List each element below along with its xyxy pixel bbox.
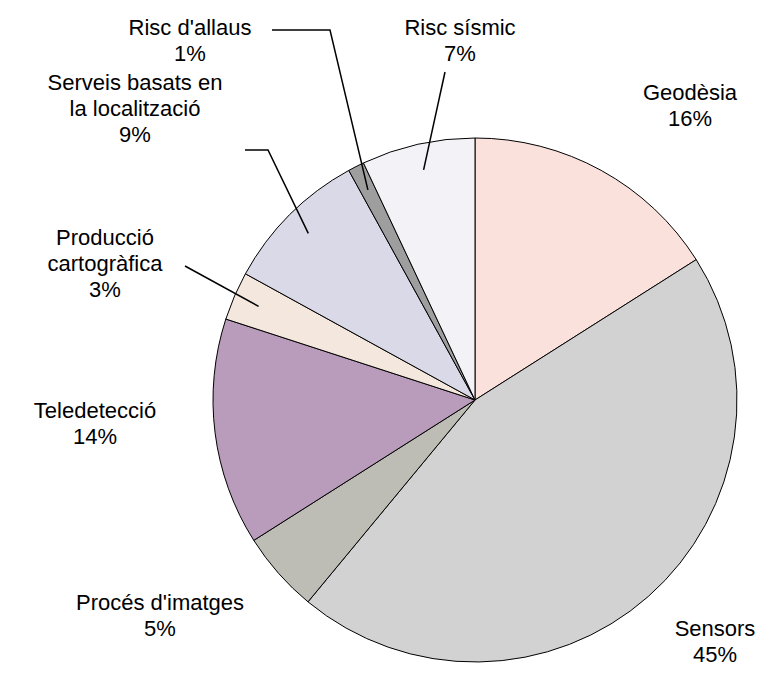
category-label: Geodèsia: [643, 80, 738, 105]
value-label: 14%: [73, 424, 117, 449]
value-label: 9%: [119, 122, 151, 147]
leader-line: [272, 30, 368, 190]
value-label: 5%: [144, 616, 176, 641]
category-label: Serveis basats enla localització: [48, 70, 223, 121]
category-label: Teledetecció: [34, 398, 156, 423]
category-label: Producciócartogràfica: [48, 225, 164, 276]
slices: [213, 138, 737, 662]
category-label: Sensors: [675, 616, 756, 641]
value-label: 45%: [693, 642, 737, 667]
value-label: 1%: [174, 41, 206, 66]
value-label: 3%: [89, 277, 121, 302]
labels: Geodèsia16% Sensors45% Procés d'imatges5% T…: [34, 15, 756, 667]
category-label: Procés d'imatges: [76, 590, 244, 615]
value-label: 7%: [444, 41, 476, 66]
category-label: Risc d'allaus: [129, 15, 252, 40]
chart: Geodèsia16% Sensors45% Procés d'imatges5% T…: [0, 0, 779, 679]
category-label: Risc sísmic: [404, 15, 515, 40]
leader-line: [424, 72, 445, 170]
value-label: 16%: [668, 106, 712, 131]
leader-line: [245, 150, 308, 233]
leader-line: [185, 266, 259, 306]
pie-slice: [363, 138, 475, 400]
